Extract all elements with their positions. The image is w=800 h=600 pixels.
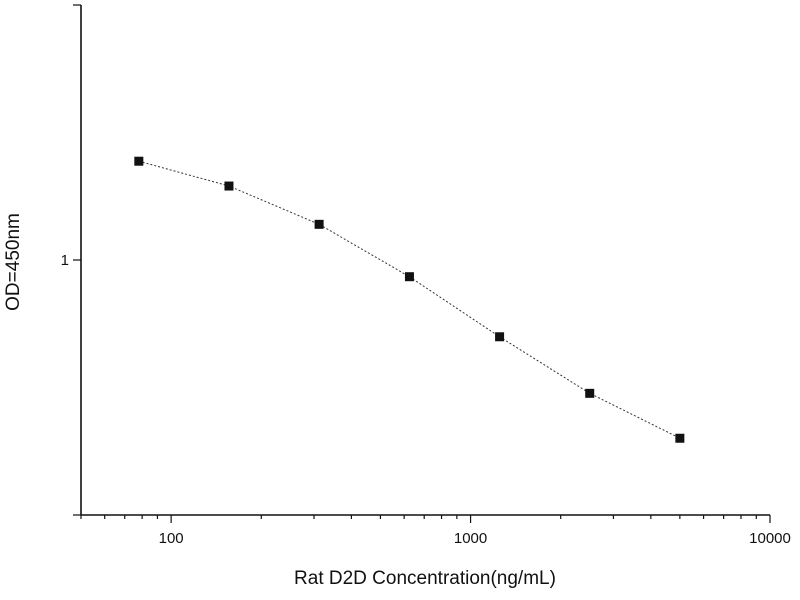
axis-ticks: 100 1000 10000 1 (61, 4, 791, 547)
x-tick-label: 1000 (454, 530, 487, 547)
series (134, 156, 685, 443)
axes (80, 5, 770, 516)
y-axis-title: OD=450nm (3, 213, 24, 311)
data-point (675, 433, 685, 443)
x-tick-label: 10000 (749, 530, 791, 547)
data-point (585, 388, 595, 398)
y-tick-label: 1 (61, 252, 69, 269)
data-point (224, 181, 234, 191)
series-line (138, 160, 681, 439)
x-tick-label: 100 (159, 530, 184, 547)
data-point (495, 332, 505, 342)
data-point (314, 219, 324, 229)
x-axis-title: Rat D2D Concentration(ng/mL) (294, 568, 556, 589)
data-point (404, 272, 414, 282)
data-point (134, 156, 144, 166)
